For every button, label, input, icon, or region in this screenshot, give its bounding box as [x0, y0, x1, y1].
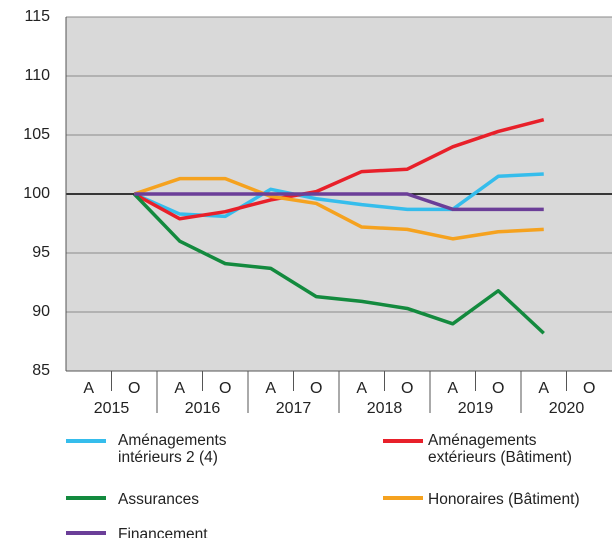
legend-swatch	[66, 531, 106, 535]
y-tick-label: 110	[24, 67, 50, 84]
x-group-label: 2015	[94, 400, 130, 417]
x-tick-label: O	[492, 380, 504, 397]
y-tick-label: 105	[23, 126, 50, 143]
chart: 85 90 95 100 105 110 115 A O A O A O A O A O A O 2015 2016 20…	[23, 8, 612, 417]
x-tick-label: O	[310, 380, 322, 397]
series-line	[133, 176, 544, 241]
x-tick-label: O	[128, 380, 140, 397]
x-tick-label: A	[174, 380, 185, 397]
y-tick-label: 90	[32, 303, 50, 320]
y-tick-label: 100	[23, 185, 50, 202]
x-tick-label: A	[447, 380, 458, 397]
x-group-label: 2020	[549, 400, 585, 417]
legend-label: Aménagements intérieurs 2 (4)	[118, 432, 227, 466]
legend-swatch	[66, 496, 106, 500]
x-group-label: 2019	[458, 400, 494, 417]
x-tick-label: O	[401, 380, 413, 397]
legend-swatch	[66, 439, 106, 443]
legend-label: Assurances	[118, 491, 199, 508]
x-tick-label: A	[538, 380, 549, 397]
x-tick-label: A	[356, 380, 367, 397]
y-tick-label: 85	[32, 362, 50, 379]
x-tick-label: A	[83, 380, 94, 397]
y-tick-label: 95	[32, 244, 50, 261]
series-line	[134, 192, 544, 212]
legend-label: Honoraires (Bâtiment)	[428, 491, 580, 508]
x-group-label: 2016	[185, 400, 221, 417]
legend-swatch	[383, 496, 423, 500]
x-tick-label: A	[265, 380, 276, 397]
legend-swatch	[383, 439, 423, 443]
series-line	[133, 117, 545, 221]
x-group-label: 2017	[276, 400, 312, 417]
legend-label: Aménagements extérieurs (Bâtiment)	[428, 432, 572, 466]
x-tick-label: O	[219, 380, 231, 397]
y-tick-label: 115	[24, 8, 50, 25]
legend-label: Financement	[118, 526, 208, 538]
series-line	[132, 192, 545, 335]
x-tick-label: O	[583, 380, 595, 397]
x-group-label: 2018	[367, 400, 403, 417]
